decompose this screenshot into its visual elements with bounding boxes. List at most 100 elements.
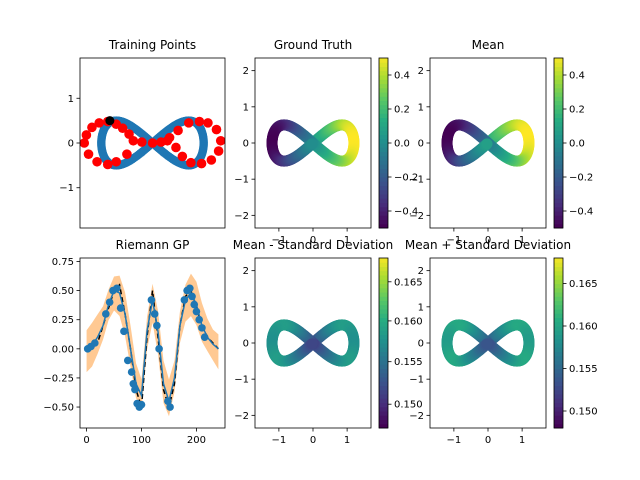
mean-xtick-label: −1 [447, 235, 462, 246]
observation-point [102, 310, 110, 318]
ground-truth-colorbar-cell [379, 198, 388, 203]
highlight-point [105, 116, 115, 126]
mean-plus-std-colorbar-cell [554, 411, 563, 416]
mean-minus-std-colorbar-cell [379, 411, 388, 416]
mean-minus-std-colorbar-cell [379, 394, 388, 399]
mean-plus-std-colorbar-cell [554, 381, 563, 386]
ground-truth-colorbar-cell [379, 104, 388, 110]
mean-plus-std-colorbar-cell [554, 423, 563, 429]
inducing-point [183, 118, 194, 128]
mean-colorbar-cell [554, 126, 563, 131]
mean-panel: Mean 0.4 0.2 0.0 −0.2 −0.4 −1 0 1 −2 −1 0 1 2 [409, 38, 593, 246]
mean-minus-std-colorbar-cell [379, 360, 388, 365]
ground-truth-colorbar-cell [379, 211, 388, 216]
mean-plus-std-colorbar-cell [554, 304, 563, 310]
mean-plus-std-colorbar-cell [554, 385, 563, 391]
observation-point [127, 368, 136, 376]
mean-colorbar-cell [554, 181, 563, 186]
ground-truth-title: Ground Truth [274, 38, 352, 52]
inducing-point [102, 159, 113, 170]
mean-colorbar-cell [554, 215, 563, 220]
mean-minus-std-ytick-label: 0 [243, 339, 249, 350]
riemann-gp-ytick-label: −0.50 [43, 403, 74, 414]
inducing-point [203, 118, 213, 128]
mean-colorbar-label: −0.2 [569, 173, 593, 184]
mean-minus-std-xtick-label: 1 [344, 435, 350, 446]
mean-plus-std-colorbar-cell [554, 321, 563, 327]
observation-point [150, 310, 159, 318]
mean-plus-std-colorbar-cell [554, 296, 563, 301]
mean-colorbar-cell [554, 121, 563, 127]
mean-minus-std-colorbar-cell [379, 389, 388, 395]
ground-truth-xtick-label: 1 [344, 235, 350, 246]
mean-minus-std-ytick-label: 1 [243, 302, 249, 313]
ground-truth-colorbar-cell [379, 113, 388, 118]
inducing-point [137, 137, 147, 147]
ground-truth-colorbar-cell [379, 172, 388, 178]
mean-minus-std-colorbar-cell [379, 338, 388, 344]
training-points-title: Training Points [108, 38, 196, 52]
training-points-plot-area [80, 116, 225, 170]
ground-truth-colorbar-cell [379, 58, 388, 63]
mean-colorbar-cell [554, 177, 563, 182]
ground-truth-colorbar-cell [379, 181, 388, 186]
observation-point [190, 300, 199, 309]
ground-truth-colorbar-cell [379, 62, 388, 67]
mean-plus-std-colorbar-cell [554, 351, 563, 357]
ground-truth-colorbar-cell [379, 164, 388, 169]
ground-truth-colorbar-label: 0.4 [394, 71, 410, 82]
ground-truth-ytick-label: 0 [243, 139, 249, 150]
mean-minus-std-colorbar-cell [379, 321, 388, 327]
ground-truth-colorbar-cell [379, 100, 388, 106]
observation-point [195, 315, 203, 324]
observation-point [120, 327, 128, 336]
mean-minus-std-title: Mean - Standard Deviation [233, 238, 393, 252]
mean-minus-std-colorbar-cell [379, 406, 388, 412]
mean-plus-std-colorbar-cell [554, 258, 563, 263]
mean-colorbar-cell [554, 109, 563, 114]
mean-minus-std-colorbar-cell [379, 258, 388, 263]
mean-plus-std-ytick-label: 0 [418, 339, 424, 350]
observation-point [192, 307, 201, 316]
mean-plus-std-colorbar-label: 0.155 [569, 364, 598, 375]
ground-truth-colorbar-cell [379, 70, 388, 76]
riemann-gp-ytick-label: 0.25 [52, 315, 74, 326]
ground-truth-colorbar-cell [379, 96, 388, 101]
mean-plus-std-colorbar-cell [554, 292, 563, 297]
mean-plus-std-colorbar-cell [554, 372, 563, 378]
mean-minus-std-colorbar-label: 0.150 [394, 400, 423, 411]
inducing-point [215, 135, 225, 146]
mean-minus-std-colorbar-cell [379, 279, 388, 284]
mean-minus-std-colorbar-cell [379, 351, 388, 357]
observation-point [186, 284, 194, 293]
mean-colorbar-cell [554, 104, 563, 110]
manifold-point [306, 138, 318, 150]
inducing-point [164, 132, 175, 143]
mean-minus-std-ytick-label: −1 [234, 375, 249, 386]
ground-truth-colorbar-label: 0.0 [394, 139, 410, 150]
mean-plus-std-colorbar-cell [554, 402, 563, 408]
mean-minus-std-colorbar-cell [379, 262, 388, 267]
mean-plus-std-colorbar-cell [554, 334, 563, 340]
mean-ytick-label: −2 [409, 211, 424, 222]
ground-truth-colorbar-cell [379, 189, 388, 195]
mean-minus-std-colorbar-cell [379, 377, 388, 382]
mean-plus-std-colorbar-cell [554, 355, 563, 361]
mean-colorbar-label: 0.4 [569, 71, 585, 82]
inducing-point [81, 130, 92, 140]
mean-plus-std-colorbar-cell [554, 338, 563, 344]
inducing-point [92, 156, 102, 167]
mean-colorbar-cell [554, 100, 563, 106]
mean-colorbar-label: 0.2 [569, 105, 585, 116]
mean-colorbar-cell [554, 160, 563, 165]
manifold-point [481, 138, 493, 150]
ground-truth-colorbar-cell [379, 130, 388, 135]
mean-plus-std-colorbar-cell [554, 360, 563, 365]
mean-minus-std-colorbar-cell [379, 275, 388, 280]
observation-point [91, 339, 99, 347]
inducing-point [128, 135, 139, 146]
mean-minus-std-colorbar-cell [379, 304, 388, 310]
training-points-ytick-label: 1 [68, 94, 74, 105]
ground-truth-colorbar-cell [379, 215, 388, 220]
ground-truth-colorbar-cell [379, 147, 388, 152]
